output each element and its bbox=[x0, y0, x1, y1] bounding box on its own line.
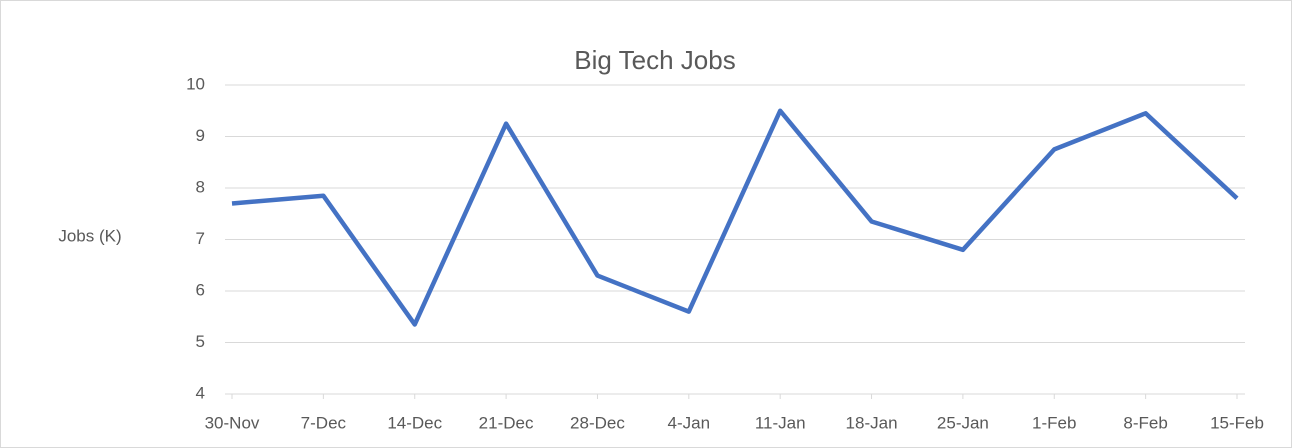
x-tick-label: 25-Jan bbox=[937, 413, 989, 432]
x-tick-label: 21-Dec bbox=[479, 413, 534, 432]
chart-title: Big Tech Jobs bbox=[574, 45, 735, 75]
y-tick-label: 8 bbox=[196, 177, 205, 196]
x-tick-label: 4-Jan bbox=[668, 413, 711, 432]
x-tick-label: 28-Dec bbox=[570, 413, 625, 432]
y-tick-label: 5 bbox=[196, 332, 205, 351]
y-tick-label: 6 bbox=[196, 280, 205, 299]
x-tick-label: 30-Nov bbox=[205, 413, 260, 432]
x-tick-label: 15-Feb bbox=[1210, 413, 1264, 432]
x-tick-label: 11-Jan bbox=[755, 413, 806, 432]
y-tick-label: 10 bbox=[186, 74, 205, 93]
x-tick-label: 7-Dec bbox=[301, 413, 347, 432]
x-tick-label: 1-Feb bbox=[1032, 413, 1076, 432]
x-tick-label: 14-Dec bbox=[387, 413, 442, 432]
x-tick-label: 8-Feb bbox=[1123, 413, 1167, 432]
y-tick-label: 9 bbox=[196, 126, 205, 145]
x-tick-label: 18-Jan bbox=[846, 413, 898, 432]
y-tick-label: 7 bbox=[196, 229, 205, 248]
y-tick-label: 4 bbox=[196, 383, 205, 402]
data-line bbox=[231, 108, 1239, 327]
y-axis-label: Jobs (K) bbox=[58, 226, 121, 245]
